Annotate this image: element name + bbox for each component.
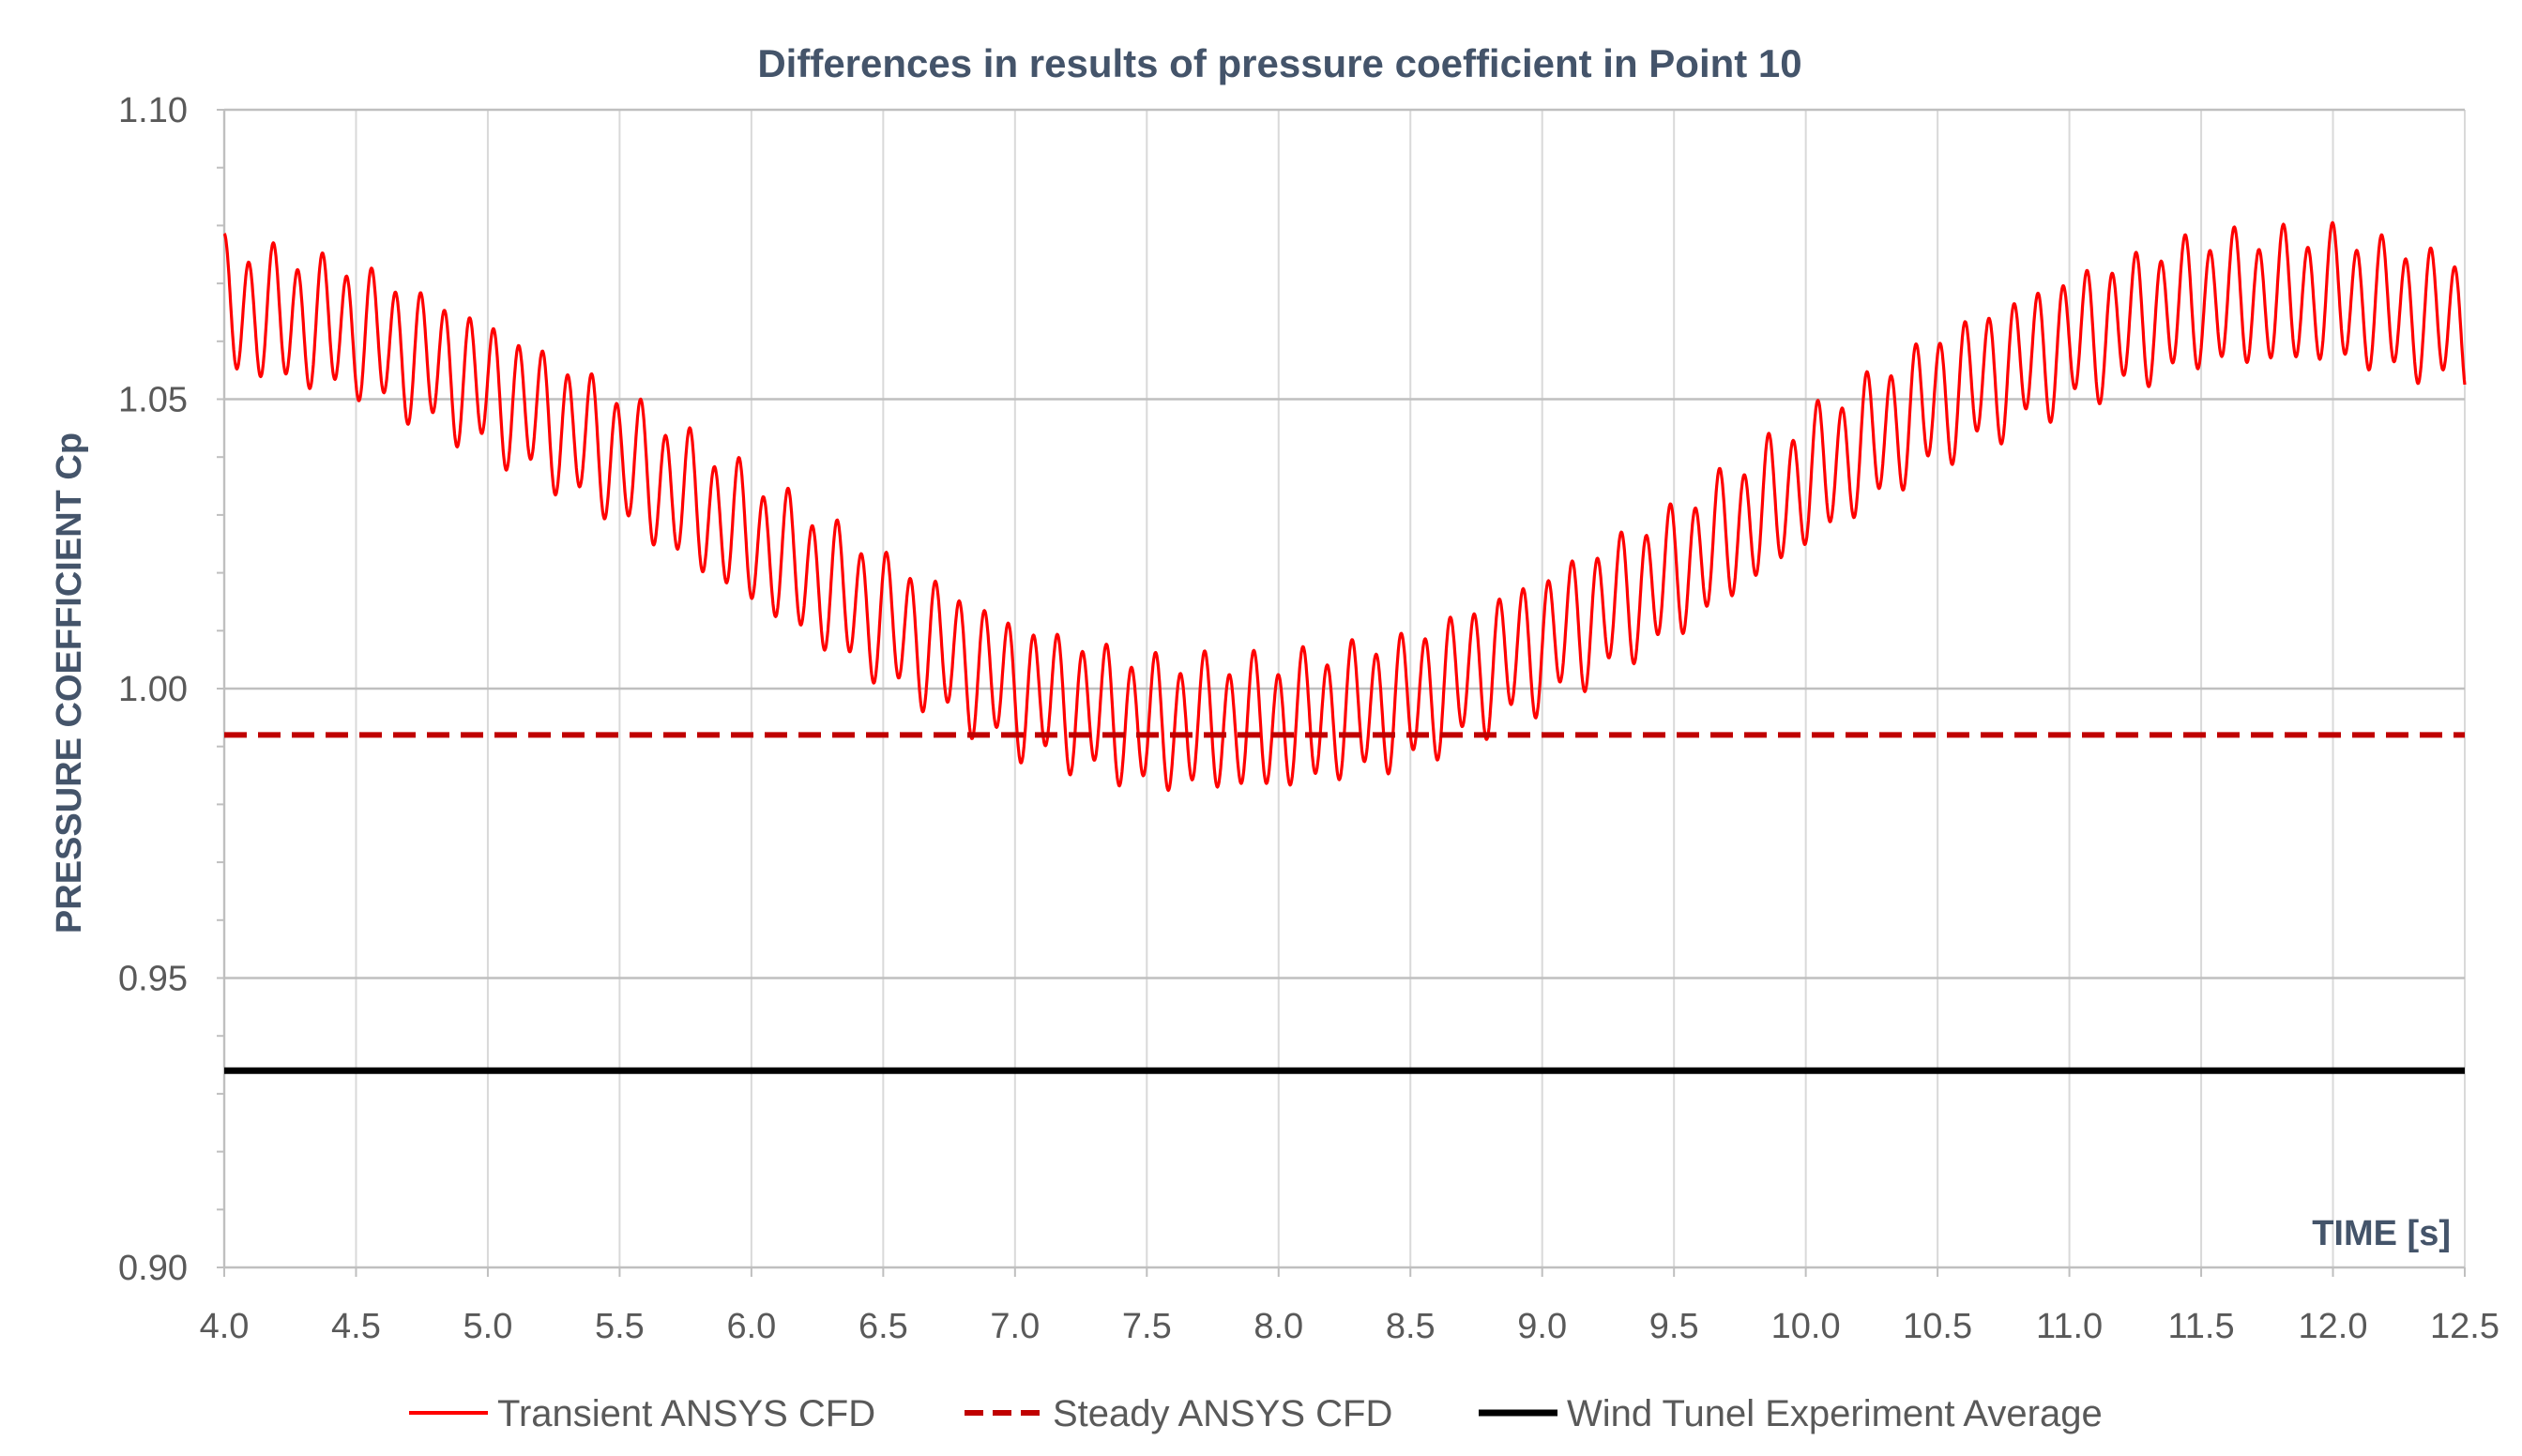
y-tick-label: 1.05 <box>118 381 188 420</box>
y-axis-ticks: 0.90 0.95 1.00 1.05 1.10 <box>118 91 224 1288</box>
x-tick-label: 6.0 <box>726 1307 776 1346</box>
transient-cfd-line <box>222 220 2467 793</box>
x-tick-label: 12.0 <box>2299 1307 2368 1346</box>
x-tick-label: 11.0 <box>2036 1307 2103 1346</box>
legend: Transient ANSYS CFD Steady ANSYS CFD Wind … <box>409 1393 2103 1434</box>
x-tick-label: 8.5 <box>1386 1307 1436 1346</box>
x-tick-label: 12.5 <box>2430 1307 2499 1346</box>
x-tick-label: 9.0 <box>1517 1307 1567 1346</box>
x-tick-label: 10.5 <box>1903 1307 1972 1346</box>
legend-label: Steady ANSYS CFD <box>1053 1393 1392 1434</box>
x-tick-label: 9.5 <box>1649 1307 1699 1346</box>
y-tick-label: 0.90 <box>118 1249 188 1288</box>
y-tick-label: 0.95 <box>118 960 188 999</box>
x-axis-label: TIME [s] <box>2312 1214 2451 1253</box>
x-tick-label: 5.5 <box>595 1307 645 1346</box>
y-axis-label: PRESSURE COEFFICIENT Cp <box>50 432 89 933</box>
x-tick-label: 11.5 <box>2167 1307 2234 1346</box>
legend-label: Wind Tunel Experiment Average <box>1567 1393 2103 1434</box>
legend-label: Transient ANSYS CFD <box>497 1393 875 1434</box>
series-layer <box>222 220 2467 1074</box>
chart-title: Differences in results of pressure coeff… <box>757 41 1801 85</box>
x-tick-label: 7.0 <box>990 1307 1040 1346</box>
x-tick-label: 5.0 <box>463 1307 513 1346</box>
gridlines <box>224 108 2466 1267</box>
x-tick-label: 8.0 <box>1253 1307 1303 1346</box>
x-tick-label: 10.0 <box>1771 1307 1841 1346</box>
x-tick-label: 4.0 <box>200 1307 250 1346</box>
x-tick-label: 7.5 <box>1122 1307 1172 1346</box>
x-axis-ticks: 4.0 4.5 5.0 5.5 6.0 6.5 7.0 7.5 8.0 8.5 9.0 9.5 10.0… <box>200 1267 2499 1346</box>
y-tick-label: 1.00 <box>118 670 188 709</box>
y-tick-label: 1.10 <box>118 91 188 130</box>
x-tick-label: 4.5 <box>331 1307 381 1346</box>
x-tick-label: 6.5 <box>858 1307 908 1346</box>
